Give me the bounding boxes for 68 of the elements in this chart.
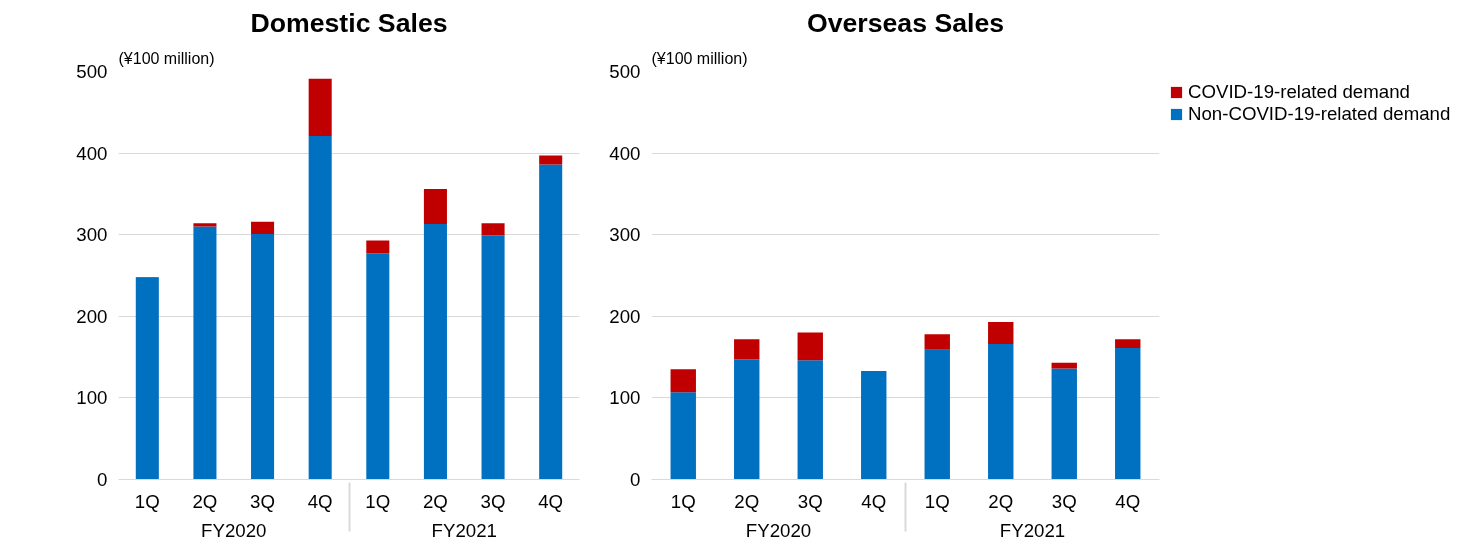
y-tick-label: 300 <box>609 224 641 246</box>
x-tick-label: 4Q <box>861 490 887 512</box>
bar <box>481 235 505 480</box>
bar <box>670 369 696 393</box>
bar <box>1051 362 1077 369</box>
bar <box>539 155 563 165</box>
bar <box>308 135 332 480</box>
y-axis-title: (¥100 million) <box>651 49 748 67</box>
y-tick-label: 0 <box>630 469 641 490</box>
y-tick-label: 300 <box>76 224 108 246</box>
bar <box>251 233 275 480</box>
y-tick-label: 100 <box>76 387 108 409</box>
bar <box>193 223 217 227</box>
bar <box>988 322 1014 345</box>
bar <box>423 189 447 225</box>
x-tick-label: 3Q <box>797 490 823 512</box>
x-tick-label: 3Q <box>250 490 276 512</box>
text: FY2021 <box>431 519 497 541</box>
y-tick-label: 200 <box>76 305 108 327</box>
y-tick-label: 0 <box>97 469 108 490</box>
y-tick-label: 100 <box>609 387 641 409</box>
x-tick-label: 1Q <box>365 490 391 512</box>
bar <box>988 344 1014 480</box>
x-tick-label: 2Q <box>192 490 218 512</box>
text: FY2020 <box>201 519 267 541</box>
bar <box>734 359 760 480</box>
bar <box>670 392 696 480</box>
x-tick-label: 3Q <box>480 490 506 512</box>
bar <box>366 240 390 254</box>
x-tick-label: 1Q <box>134 490 160 512</box>
chart-title: Overseas Sales <box>806 7 1005 38</box>
bar <box>308 78 332 136</box>
bar <box>539 164 563 480</box>
x-tick-label: 3Q <box>1051 490 1077 512</box>
legend-label: COVID-19-related demand <box>1188 81 1410 103</box>
bar <box>734 339 760 360</box>
y-tick-label: 200 <box>609 305 641 327</box>
bar <box>797 332 823 361</box>
legend-label: Non-COVID-19-related demand <box>1188 103 1451 125</box>
bar <box>861 370 887 480</box>
y-tick-label: 400 <box>609 142 641 164</box>
bar <box>423 224 447 480</box>
x-tick-label: 2Q <box>734 490 760 512</box>
bar <box>924 334 950 350</box>
bar <box>1115 348 1141 480</box>
bar <box>193 226 217 480</box>
bar <box>1115 339 1141 349</box>
y-axis-title: (¥100 million) <box>118 49 215 67</box>
x-tick-label: 4Q <box>307 490 333 512</box>
bar <box>135 277 159 480</box>
y-tick-label: 500 <box>76 61 108 82</box>
bar <box>797 360 823 480</box>
text: FY2020 <box>745 519 812 541</box>
text: FY2021 <box>999 519 1066 541</box>
x-tick-label: 2Q <box>422 490 448 512</box>
x-tick-label: 1Q <box>670 490 696 512</box>
bar <box>366 253 390 480</box>
bar <box>924 349 950 480</box>
bar <box>251 221 275 234</box>
y-tick-label: 500 <box>609 61 641 82</box>
y-tick-label: 400 <box>76 142 108 164</box>
bar <box>481 223 505 236</box>
x-tick-label: 4Q <box>1115 490 1141 512</box>
chart-title: Domestic Sales <box>250 7 448 38</box>
x-tick-label: 4Q <box>538 490 564 512</box>
bar <box>1051 368 1077 480</box>
x-tick-label: 2Q <box>988 490 1014 512</box>
x-tick-label: 1Q <box>924 490 950 512</box>
